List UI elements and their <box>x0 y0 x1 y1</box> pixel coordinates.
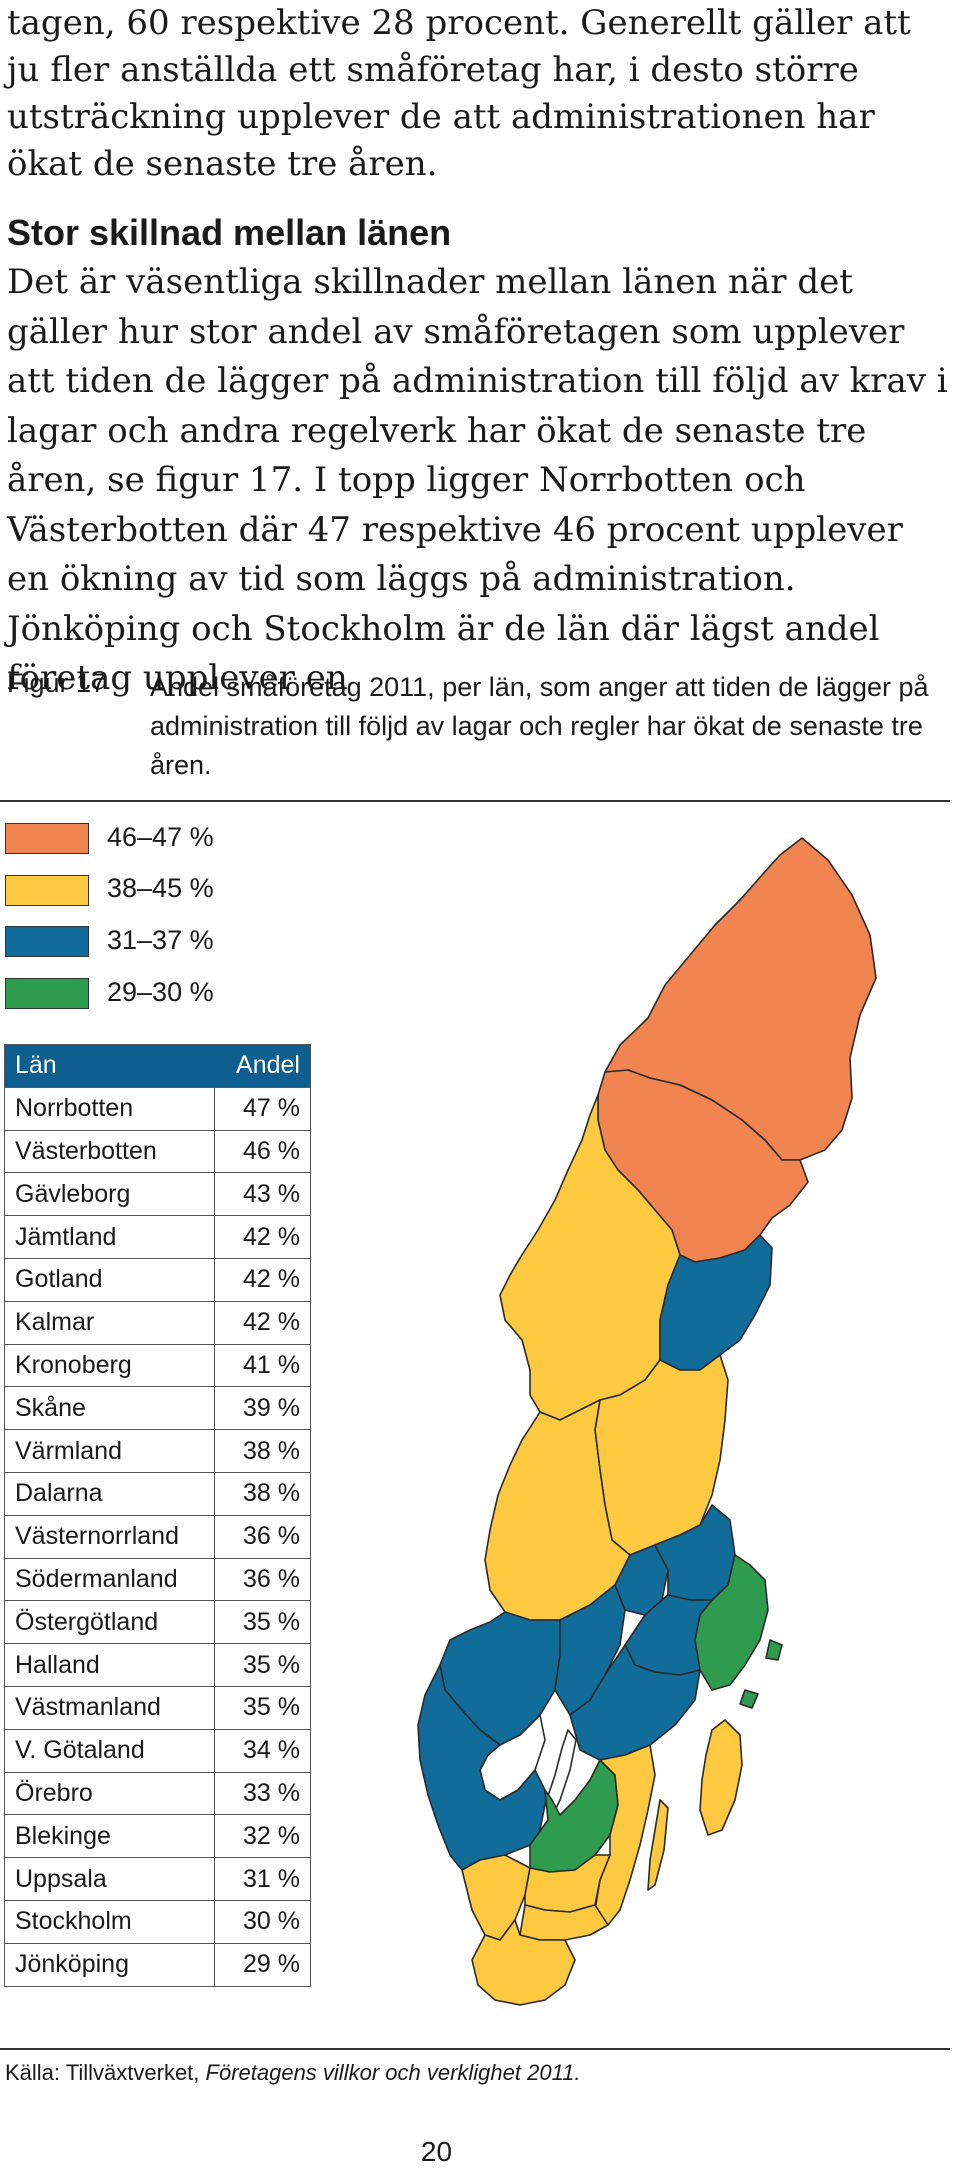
county-share: 46 % <box>214 1129 311 1174</box>
map-region-skane <box>471 1919 576 2006</box>
table-row: Örebro 33 % <box>3 1771 311 1816</box>
county-name: Norrbotten <box>3 1086 216 1131</box>
county-share: 36 % <box>214 1557 311 1602</box>
table-row: Dalarna 38 % <box>3 1471 311 1516</box>
map-region-vastmanland <box>614 1544 669 1616</box>
legend-swatch-29-30 <box>5 978 89 1009</box>
county-share: 31 % <box>214 1857 311 1901</box>
county-name: Södermanland <box>3 1557 216 1602</box>
county-name: Uppsala <box>3 1857 216 1901</box>
table-row: Gotland 42 % <box>3 1257 311 1302</box>
table-row: Södermanland 36 % <box>3 1557 311 1602</box>
map-region-oland <box>647 1799 669 1891</box>
county-share: 47 % <box>214 1086 311 1131</box>
figure-top-rule <box>0 800 950 802</box>
table-row: Värmland 38 % <box>3 1429 311 1473</box>
intro-paragraph: tagen, 60 respektive 28 procent. Generel… <box>7 3 911 184</box>
legend-label-31-37: 31–37 % <box>107 925 214 955</box>
section-heading: Stor skillnad mellan länen <box>7 212 452 253</box>
county-name: Skåne <box>3 1386 216 1431</box>
county-name: Dalarna <box>3 1471 216 1516</box>
table-row: Östergötland 35 % <box>3 1600 311 1645</box>
county-share: 34 % <box>214 1728 311 1773</box>
county-share: 29 % <box>214 1942 311 1987</box>
county-name: Västerbotten <box>3 1129 216 1174</box>
table-header-row: Län Andel <box>3 1044 311 1088</box>
table-row: Skåne 39 % <box>3 1386 311 1431</box>
county-share: 35 % <box>214 1600 311 1645</box>
column-header-share: Andel <box>214 1044 311 1088</box>
county-name: Jämtland <box>3 1215 216 1259</box>
county-share: 35 % <box>214 1685 311 1730</box>
county-share: 30 % <box>214 1899 311 1944</box>
county-name: Västernorrland <box>3 1514 216 1559</box>
figure-bottom-rule <box>0 2048 950 2050</box>
map-region-vasternorrland <box>659 1234 773 1371</box>
county-name: Kronoberg <box>3 1343 216 1388</box>
table-row: Norrbotten 47 % <box>3 1086 311 1131</box>
table-row: Jämtland 42 % <box>3 1215 311 1259</box>
table-row: V. Götaland 34 % <box>3 1728 311 1773</box>
county-share: 43 % <box>214 1172 311 1217</box>
legend-swatch-38-45 <box>5 875 89 906</box>
map-region-halland <box>461 1854 531 1941</box>
legend-label-38-45: 38–45 % <box>107 873 214 903</box>
county-share: 39 % <box>214 1386 311 1431</box>
county-name: Gävleborg <box>3 1172 216 1217</box>
section-paragraph: Det är väsentliga skillnader mellan läne… <box>7 262 948 698</box>
county-share: 42 % <box>214 1215 311 1259</box>
map-region-kalmar <box>594 1744 656 1926</box>
table-row: Västerbotten 46 % <box>3 1129 311 1174</box>
legend-swatch-46-47 <box>5 823 89 854</box>
legend-label-29-30: 29–30 % <box>107 977 214 1007</box>
map-region-kronoberg <box>524 1854 611 1913</box>
county-name: Gotland <box>3 1257 216 1302</box>
county-share: 36 % <box>214 1514 311 1559</box>
figure-label: Figur 17 <box>7 668 107 698</box>
county-share: 32 % <box>214 1814 311 1859</box>
table-row: Halland 35 % <box>3 1643 311 1687</box>
county-name: Kalmar <box>3 1300 216 1345</box>
map-archipelago-island <box>765 1639 783 1661</box>
table-row: Uppsala 31 % <box>3 1857 311 1901</box>
table-row: Kalmar 42 % <box>3 1300 311 1345</box>
figure-source: Källa: Tillväxtverket, Företagens villko… <box>5 2060 581 2086</box>
county-name: Stockholm <box>3 1899 216 1944</box>
legend-swatch-31-37 <box>5 926 89 957</box>
county-name: Blekinge <box>3 1814 216 1859</box>
map-archipelago-island <box>739 1689 759 1709</box>
county-name: Värmland <box>3 1429 216 1473</box>
table-row: Gävleborg 43 % <box>3 1172 311 1217</box>
page-number: 20 <box>420 2136 453 2167</box>
table-row: Blekinge 32 % <box>3 1814 311 1859</box>
county-name: Halland <box>3 1643 216 1687</box>
table-row: Jönköping 29 % <box>3 1942 311 1987</box>
county-name: Västmanland <box>3 1685 216 1730</box>
county-share: 38 % <box>214 1471 311 1516</box>
source-title: Företagens villkor och verklighet 2011. <box>205 2060 581 2085</box>
table-row: Västmanland 35 % <box>3 1685 311 1730</box>
table-row: Kronoberg 41 % <box>3 1343 311 1388</box>
figure-caption: Andel småföretag 2011, per län, som ange… <box>150 672 929 780</box>
county-share-table: Län Andel Norrbotten 47 % Västerbotten 46 … <box>3 1044 311 1987</box>
county-share: 42 % <box>214 1300 311 1345</box>
map-region-gotland <box>699 1719 743 1836</box>
county-share: 41 % <box>214 1343 311 1388</box>
county-name: Östergötland <box>3 1600 216 1645</box>
table-row: Västernorrland 36 % <box>3 1514 311 1559</box>
county-name: Örebro <box>3 1771 216 1816</box>
county-share: 35 % <box>214 1643 311 1687</box>
county-name: V. Götaland <box>3 1728 216 1773</box>
county-share: 33 % <box>214 1771 311 1816</box>
county-share: 38 % <box>214 1429 311 1473</box>
sweden-county-map <box>417 837 877 2006</box>
county-share: 42 % <box>214 1257 311 1302</box>
county-name: Jönköping <box>3 1942 216 1987</box>
legend-label-46-47: 46–47 % <box>107 822 214 852</box>
column-header-county: Län <box>3 1044 215 1088</box>
source-prefix: Källa: Tillväxtverket, <box>5 2060 206 2085</box>
table-row: Stockholm 30 % <box>3 1899 311 1944</box>
